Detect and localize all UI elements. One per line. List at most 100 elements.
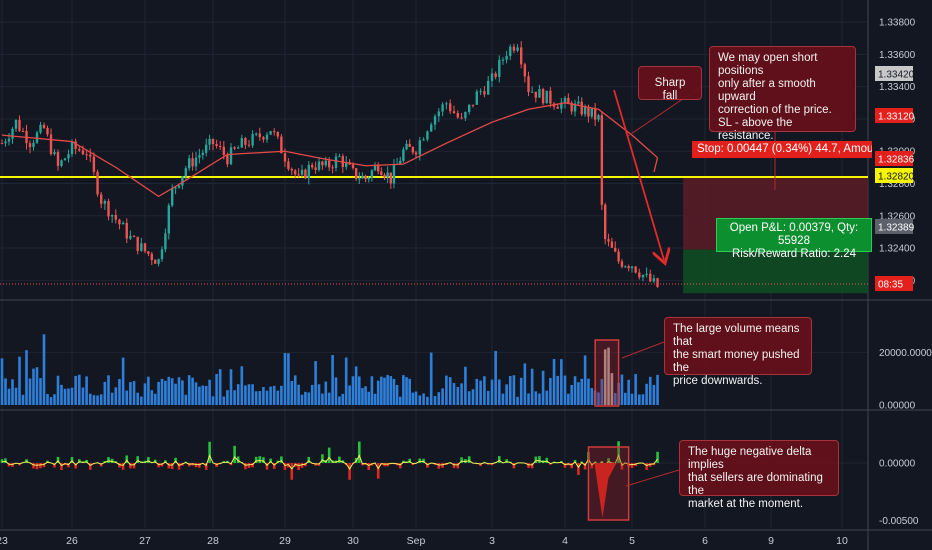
candle-body [18,119,21,131]
candle-body [590,108,593,117]
candle-body [78,148,81,151]
candle-body [154,260,157,264]
candle-body [545,90,548,104]
volume-bar [402,375,405,405]
volume-bar [486,390,490,405]
volume-bar [516,396,519,405]
candle-body [251,134,254,146]
candle-body [280,136,283,154]
volume-bar [118,379,121,405]
candle-body [63,158,67,161]
volume-bar [624,392,627,405]
delta-tick-label: -0.00500 [879,516,919,527]
candle-body [411,146,415,153]
volume-bar [549,377,552,405]
candle-body [191,158,194,167]
candle-body [265,134,269,140]
volume-bar [338,396,341,405]
candle-body [222,146,225,155]
volume-bar [42,334,46,405]
moving-average-tail [653,157,659,173]
candle-body [215,144,218,146]
delta-tick-label: 0.00000 [879,459,916,470]
volume-bar [251,384,254,405]
volume-bar [287,353,290,405]
candle-body [573,103,577,112]
candle-body [273,131,276,133]
candle-body [345,162,348,167]
candle-body [593,108,597,120]
volume-bar [389,376,393,405]
volume-bar [18,356,21,405]
volume-bar [456,386,460,405]
candle-body [494,73,497,77]
volume-bar [534,391,538,405]
candle-body [414,152,418,155]
volume-bar [467,391,471,405]
time-tick-label: 23 [0,535,8,547]
volume-bar [630,393,634,405]
candle-body [324,160,327,166]
volume-bar [125,390,129,405]
candle-body [617,251,620,262]
volume-bar [464,366,467,405]
volume-bar [452,383,456,405]
volume-bar [351,376,355,405]
candle-body [460,117,463,119]
candle-body [114,215,117,220]
volume-bar [638,394,641,405]
volume-bar [560,359,563,405]
volume-bar [519,377,523,405]
candle-body [422,139,425,141]
candle-body [449,103,452,112]
candle-body [258,133,261,138]
candle-body [498,59,501,77]
volume-bar [35,367,39,405]
volume-bar [552,359,556,405]
candle-body [198,155,201,158]
candle-body [580,101,583,115]
volume-bar [140,396,143,405]
delta-highlight [587,446,630,521]
volume-bar [445,375,448,405]
volume-bar [613,393,617,405]
candle-body [351,164,355,169]
time-tick-label: 10 [836,535,848,547]
volume-bar [67,388,70,405]
candle-body [247,144,251,146]
volume-bar [570,384,573,405]
time-tick-label: 6 [702,535,708,547]
volume-bar [78,374,81,405]
volume-bar [107,375,110,405]
candle-body [56,152,60,166]
candle-body [426,131,429,140]
volume-bar [88,393,92,405]
candle-body [184,168,187,177]
volume-bar [314,361,317,405]
time-tick-label: 3 [489,535,495,547]
candle-body [380,171,383,175]
volume-bar [610,373,614,405]
volume-bar [429,352,433,405]
candle-body [354,168,358,179]
volume-bar [567,393,570,405]
candle-body [471,104,475,106]
volume-bar [405,377,408,405]
candle-body [527,76,530,93]
volume-bar [373,393,377,405]
volume-highlight [594,339,620,407]
volume-bar [508,376,512,405]
volume-bar [545,390,549,405]
candle-body [627,266,630,269]
candle-body [408,143,411,147]
volume-bar [96,395,99,405]
candle-body [361,175,364,179]
volume-bar [527,393,530,405]
candle-body [649,273,652,282]
candle-body [538,88,541,98]
volume-bar [512,375,516,405]
volume-bar [490,379,494,405]
volume-bar [331,355,334,405]
volume-bar [645,383,648,405]
volume-bar [136,392,139,405]
